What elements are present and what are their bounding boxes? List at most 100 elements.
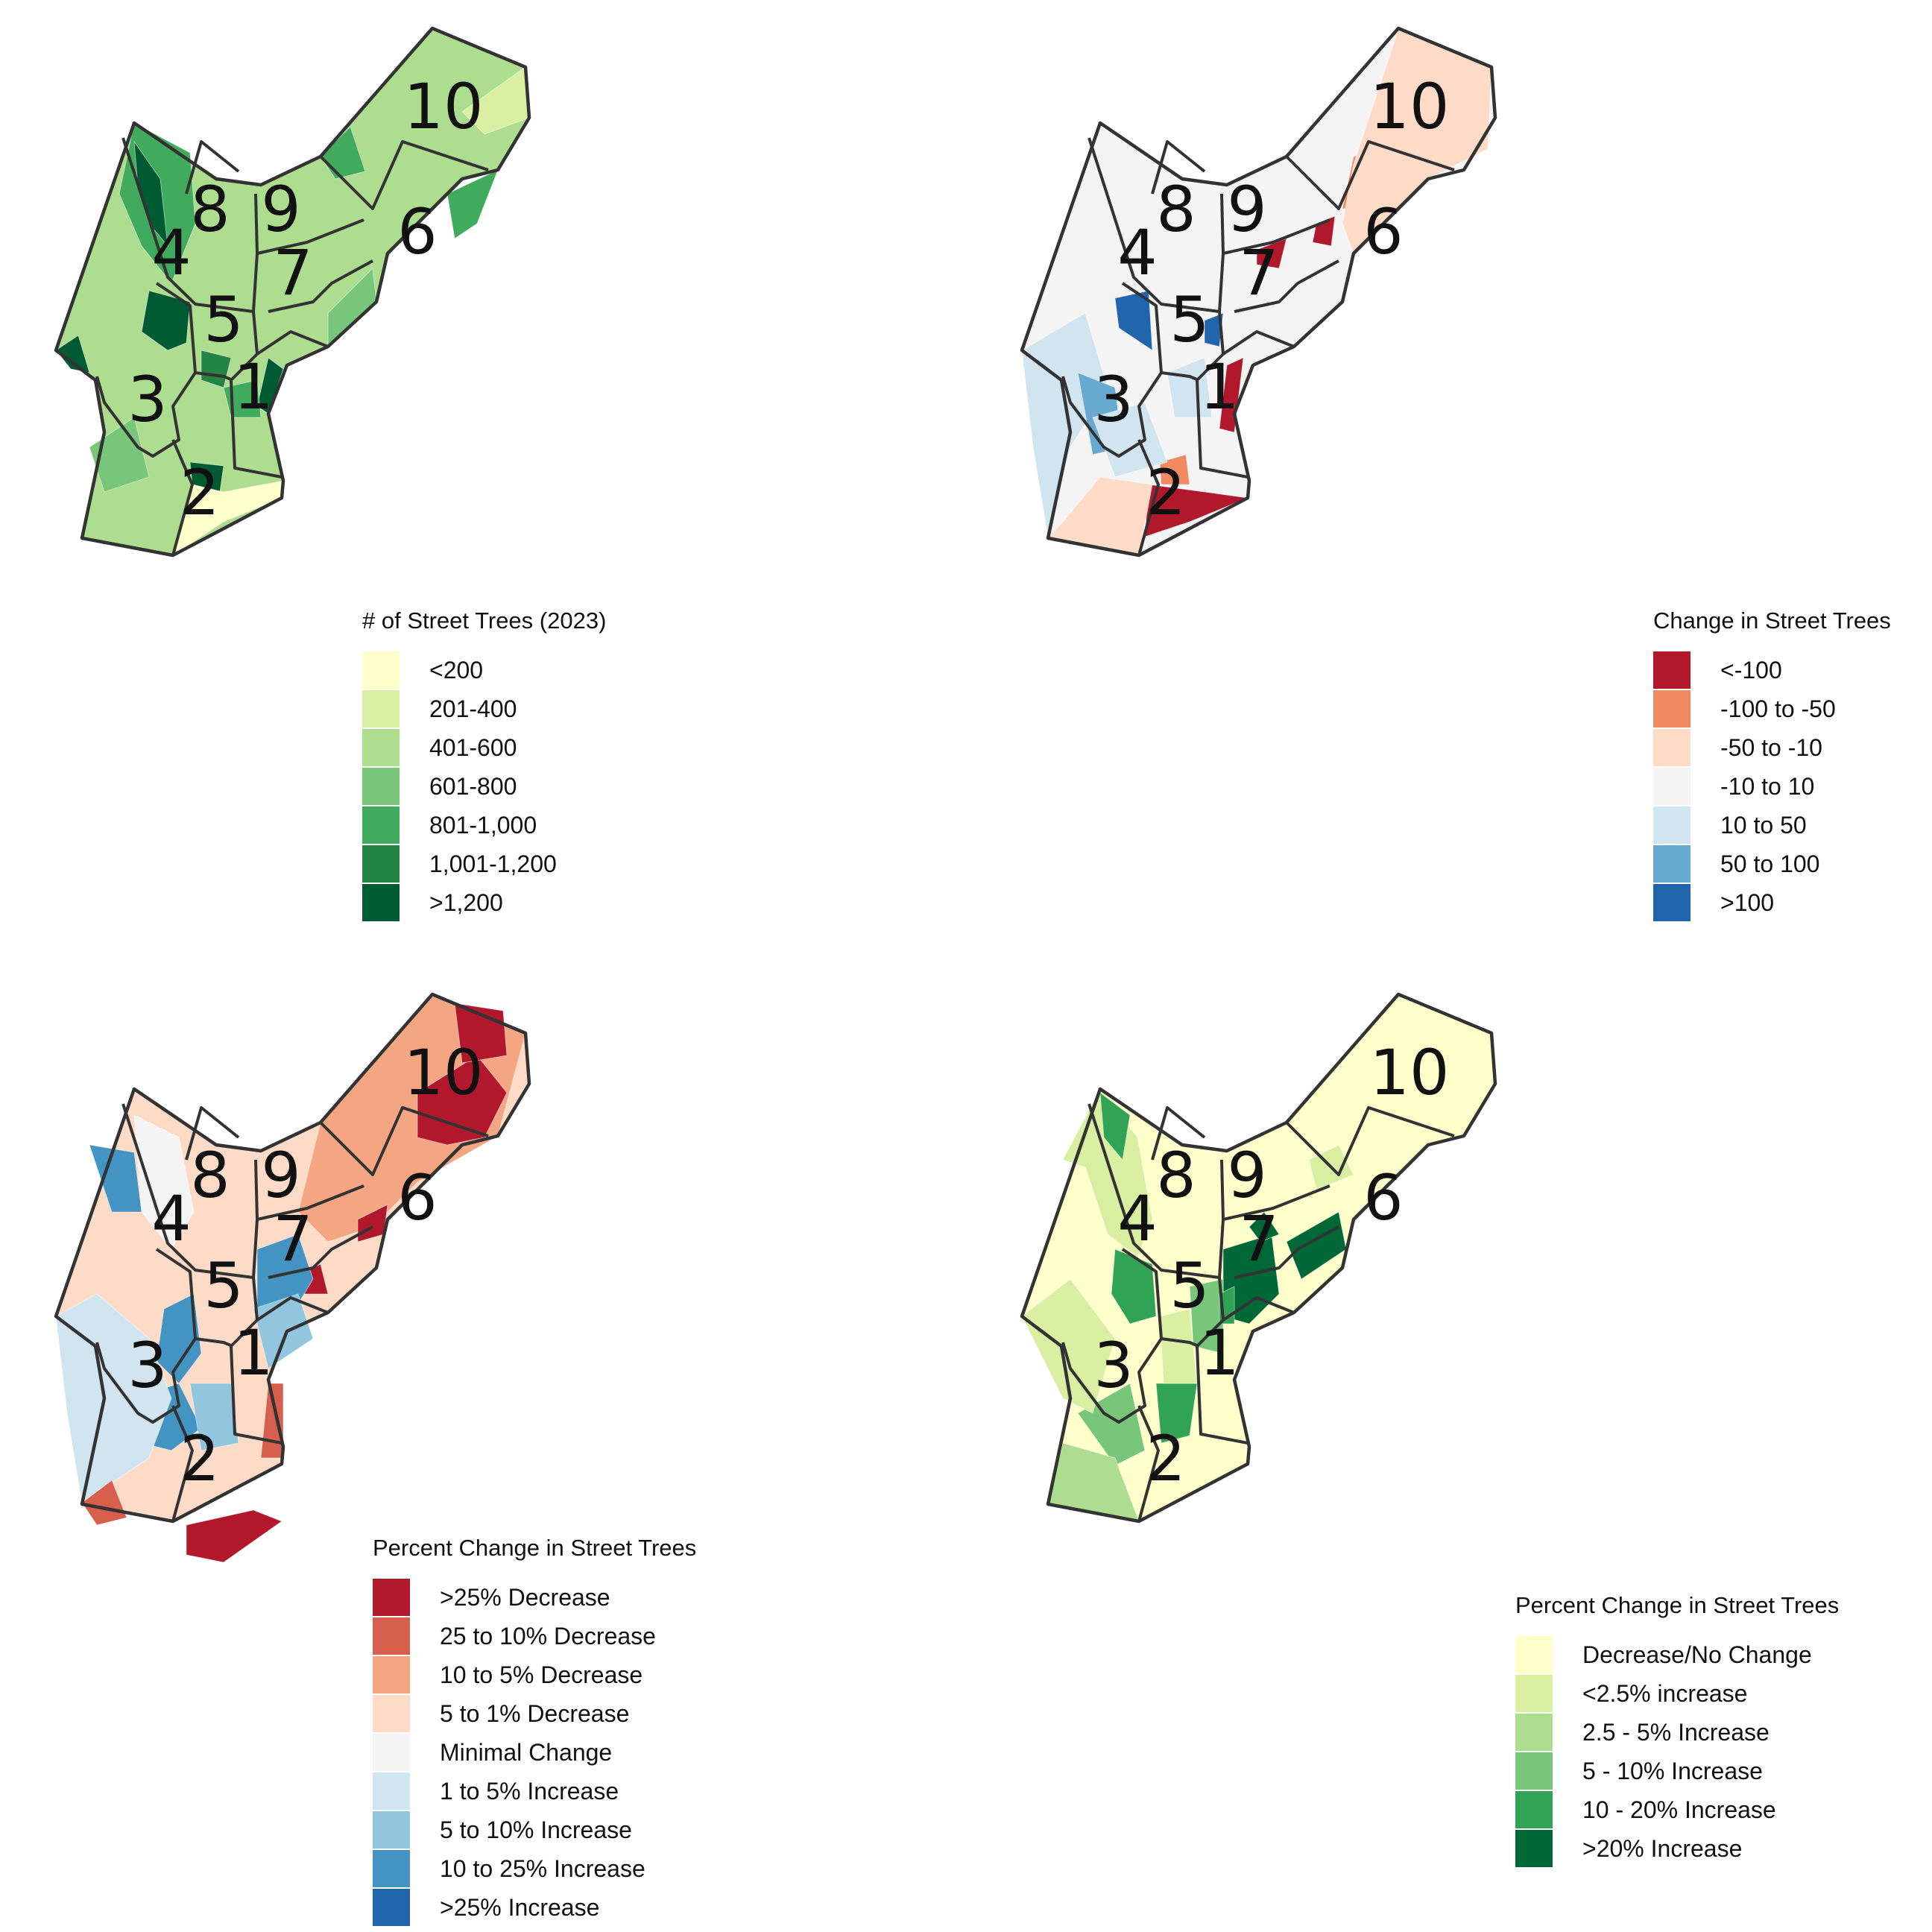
district-label: 3 [127,363,167,436]
legend-item: 601-800 [362,767,606,806]
legend-swatch [1653,845,1690,883]
legend-swatch [362,651,400,689]
district-label: 4 [151,216,191,289]
legend-item: 5 to 1% Decrease [373,1694,696,1733]
legend-swatch [1515,1752,1553,1790]
district-label: 9 [1227,1139,1266,1212]
legend-item: >1,200 [362,883,606,922]
legend-item: 201-400 [362,689,606,728]
legend-item: 10 to 25% Increase [373,1849,696,1888]
district-label: 7 [273,1202,312,1275]
legend-swatch [1653,729,1690,766]
legend-label: >25% Increase [440,1893,600,1921]
legend-item: >25% Increase [373,1888,696,1927]
legend-label: 201-400 [429,695,517,722]
map-area [189,1383,239,1451]
legend-label: 5 to 1% Decrease [440,1699,630,1727]
legend-swatch [373,1772,410,1810]
map-area [1021,312,1108,539]
legend: # of Street Trees (2023) <200 201-400 401-… [362,607,606,922]
legend-swatch [373,1579,410,1616]
map-area [1189,1278,1224,1354]
legend-swatch [373,1617,410,1655]
legend-label: 5 - 10% Increase [1582,1757,1763,1784]
legend-label: 10 to 50 [1720,811,1807,839]
district-label: 8 [190,1139,230,1212]
shaded-map-areas [55,66,530,556]
legend-swatch [373,1734,410,1771]
map-area [81,1480,127,1526]
legend-swatch [362,845,400,883]
legend-swatch [1515,1830,1553,1867]
council-district-boundaries [95,137,489,556]
legend-label: >25% Decrease [440,1583,610,1611]
district-label: 5 [203,283,243,356]
legend-label: 50 to 100 [1720,850,1820,877]
district-label: 3 [1093,1329,1133,1402]
council-district-boundaries [1061,137,1455,556]
legend-label: >100 [1720,888,1775,916]
legend-swatch [373,1656,410,1693]
legend-item: 801-1,000 [362,806,606,845]
panel-percent-change-increase: 1 2 3 4 5 6 7 8 9 10 Percent Change in S… [966,966,1932,1932]
district-label: 6 [397,195,437,268]
legend-item: Minimal Change [373,1733,696,1772]
legend-item: -10 to 10 [1653,767,1891,806]
map-area [133,1114,195,1250]
district-label: 9 [261,1139,300,1212]
legend-label: 601-800 [429,772,517,800]
legend-item: 5 to 10% Increase [373,1811,696,1849]
legend-swatch [373,1850,410,1887]
legend-label: 10 - 20% Increase [1582,1796,1776,1823]
legend-label: -10 to 10 [1720,772,1815,800]
legend-label: -100 to -50 [1720,695,1836,722]
legend-swatch [362,768,400,805]
legend-swatch [1515,1791,1553,1828]
legend-label: 801-1,000 [429,811,537,839]
district-label: 2 [1146,1422,1185,1495]
legend-item: 10 to 50 [1653,806,1891,845]
legend-swatch [362,729,400,766]
district-label: 5 [1169,1249,1209,1322]
legend: Change in Street Trees <-100 -100 to -50 -… [1653,607,1891,922]
legend: Percent Change in Street Trees >25% Decr… [373,1535,696,1927]
district-label: 7 [1239,1202,1278,1275]
legend-label: 5 to 10% Increase [440,1816,632,1843]
legend-items: Decrease/No Change <2.5% increase 2.5 - 5%… [1515,1635,1839,1868]
map-area [55,335,90,373]
legend-item: >100 [1653,883,1891,922]
legend-label: <-100 [1720,656,1782,684]
district-label: 5 [1169,283,1209,356]
legend-item: 2.5 - 5% Increase [1515,1713,1839,1752]
legend-swatch [362,806,400,844]
district-label: 3 [1093,363,1133,436]
district-label: 1 [1199,1316,1239,1389]
district-label: 8 [190,173,230,246]
legend-item: -100 to -50 [1653,689,1891,728]
legend-swatch [1515,1636,1553,1673]
legend-item: 1 to 5% Increase [373,1772,696,1811]
district-label: 3 [127,1329,167,1402]
district-label: 4 [1117,1182,1157,1255]
legend-swatch [1653,768,1690,805]
map-area [1159,1308,1198,1384]
map-area [1248,1211,1280,1243]
legend-item: 10 - 20% Increase [1515,1790,1839,1829]
legend-swatch [1653,806,1690,844]
legend-item: 1,001-1,200 [362,845,606,883]
district-label: 4 [1117,216,1157,289]
legend-label: Minimal Change [440,1738,613,1766]
legend-item: -50 to -10 [1653,728,1891,767]
council-district-boundaries [1061,1103,1455,1522]
district-label: 2 [180,1422,219,1495]
legend-label: 1,001-1,200 [429,850,557,877]
map-area [89,417,150,493]
district-label: 2 [180,456,219,529]
map-area [55,1293,172,1505]
legend-items: >25% Decrease 25 to 10% Decrease 10 to 5% … [373,1578,696,1927]
legend: Percent Change in Street Trees Decrease/… [1515,1592,1839,1868]
district-label: 6 [1363,195,1403,268]
district-label: 7 [1239,236,1278,309]
legend-item: 25 to 10% Decrease [373,1617,696,1655]
legend-title: Change in Street Trees [1653,607,1891,634]
